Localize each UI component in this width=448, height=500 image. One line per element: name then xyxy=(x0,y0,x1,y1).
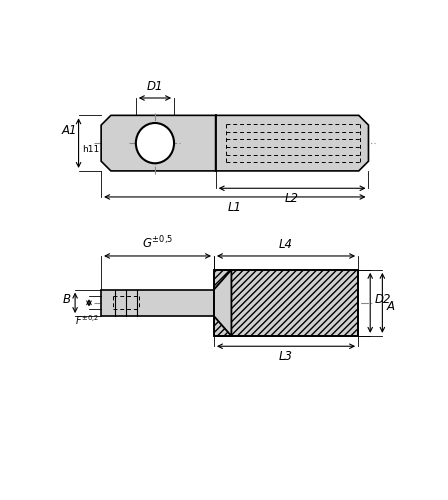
Text: A1: A1 xyxy=(61,124,77,137)
Text: $F^{\pm 0{,}2}$: $F^{\pm 0{,}2}$ xyxy=(75,314,99,328)
Text: L3: L3 xyxy=(279,350,293,364)
Text: A: A xyxy=(387,300,395,313)
Polygon shape xyxy=(214,270,231,336)
Polygon shape xyxy=(101,290,214,316)
Text: L2: L2 xyxy=(285,192,299,205)
Text: L4: L4 xyxy=(279,238,293,252)
Text: h11: h11 xyxy=(82,145,99,154)
Polygon shape xyxy=(214,270,358,336)
Polygon shape xyxy=(216,116,369,171)
Text: L1: L1 xyxy=(228,201,242,214)
Text: D2: D2 xyxy=(375,293,391,306)
Polygon shape xyxy=(214,270,231,336)
Text: D1: D1 xyxy=(146,80,163,93)
Text: B: B xyxy=(63,293,71,306)
Text: $G^{\pm 0{,}5}$: $G^{\pm 0{,}5}$ xyxy=(142,235,173,252)
Polygon shape xyxy=(101,116,216,171)
Ellipse shape xyxy=(136,123,174,164)
